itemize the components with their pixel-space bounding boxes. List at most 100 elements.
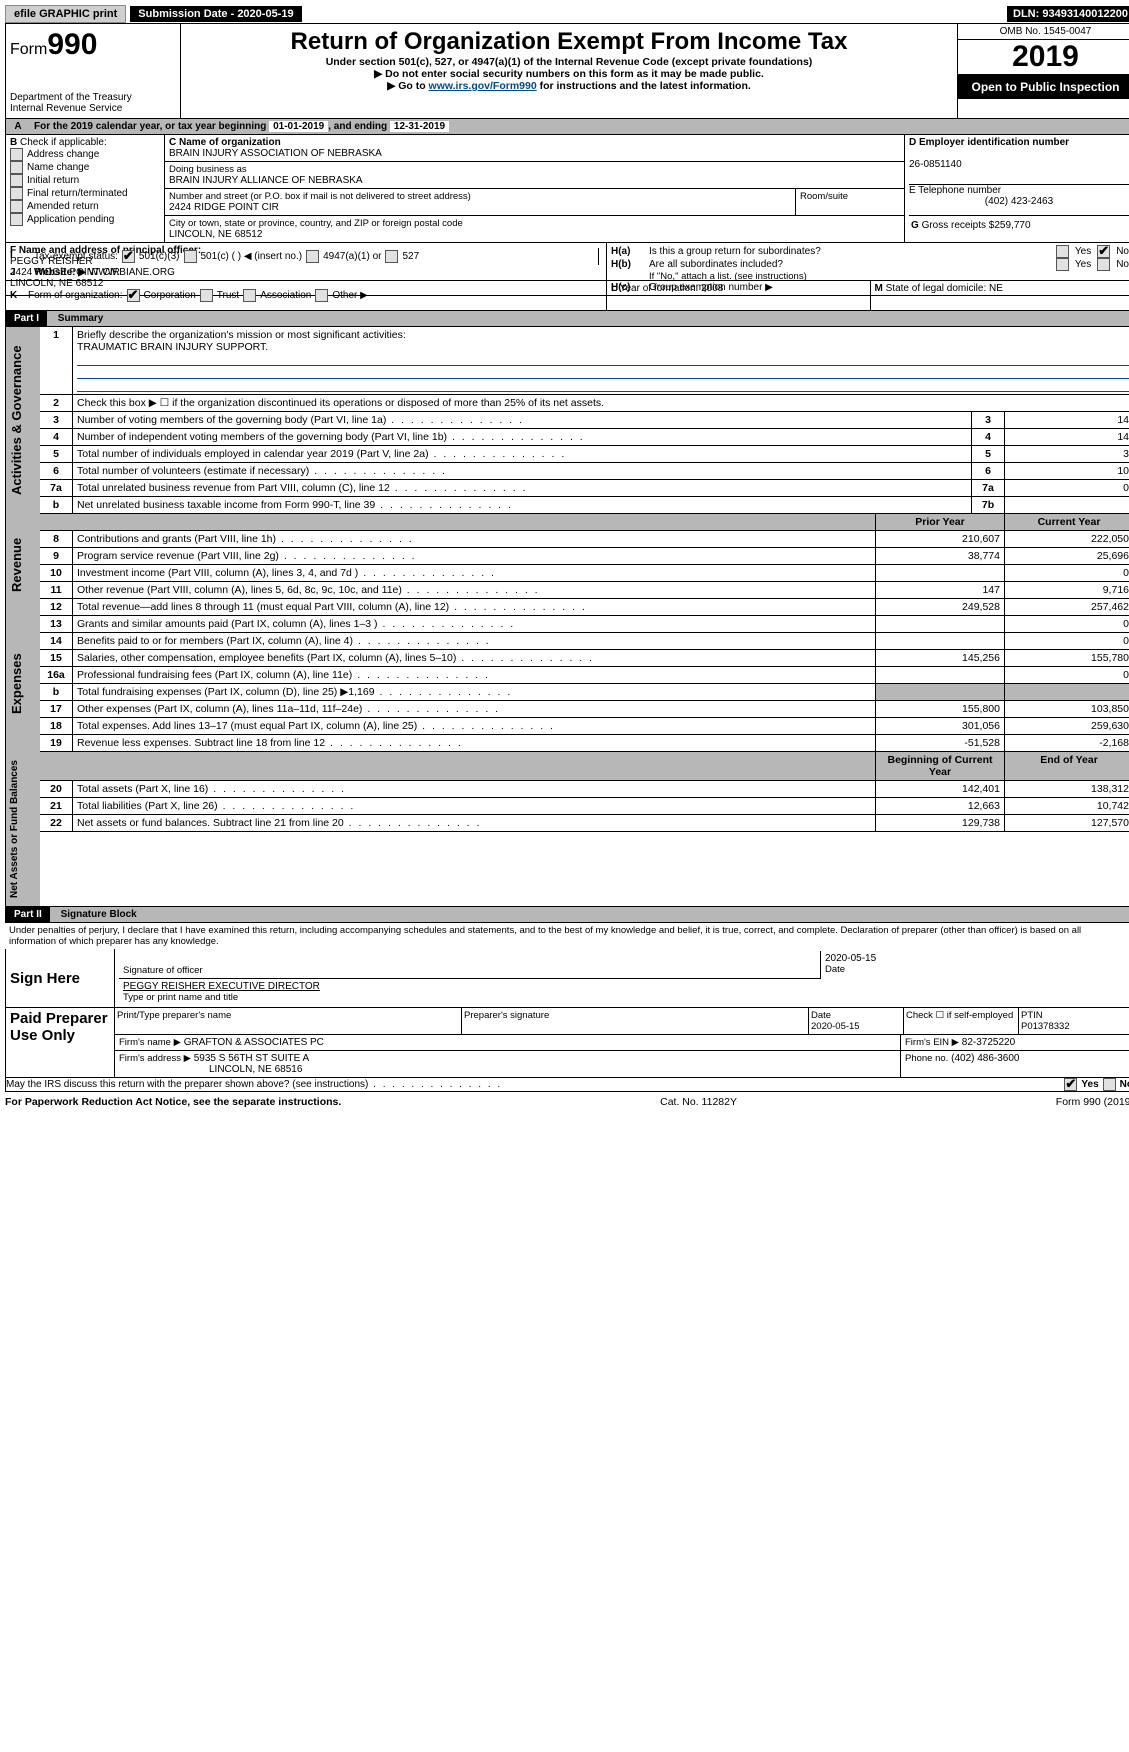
block-klm: K Form of organization: Corporation Trus… xyxy=(5,281,1129,311)
501c-checkbox[interactable] xyxy=(184,250,197,263)
tax-year: 2019 xyxy=(958,40,1129,75)
j-label: J xyxy=(10,267,16,278)
tax-status-label: Tax-exempt status: xyxy=(34,251,118,262)
hb-text: Are all subordinates included? xyxy=(649,259,1050,270)
prep-date-label: Date xyxy=(811,1010,831,1021)
preparer-block: Paid Preparer Use Only Print/Type prepar… xyxy=(5,1008,1129,1078)
opt-assoc: Association xyxy=(260,290,311,301)
revenue-label: Revenue xyxy=(6,514,40,616)
table-row: 14Benefits paid to or for members (Part … xyxy=(40,633,1129,650)
form-header: Form990 Department of the Treasury Inter… xyxy=(5,23,1129,119)
irs-no-checkbox[interactable] xyxy=(1103,1078,1116,1091)
checkbox-icon[interactable] xyxy=(10,174,23,187)
year-formed-label: Year of formation: xyxy=(620,283,699,294)
block-b-item: Initial return xyxy=(10,174,160,187)
m-label: M xyxy=(875,283,883,294)
city-label: City or town, state or province, country… xyxy=(169,218,463,229)
page-footer: For Paperwork Reduction Act Notice, see … xyxy=(5,1092,1129,1108)
block-b-item-label: Application pending xyxy=(27,214,114,225)
dept-treasury: Department of the Treasury xyxy=(10,92,176,103)
opt-501c: 501(c) ( ) ◀ (insert no.) xyxy=(201,251,303,262)
table-row: 4Number of independent voting members of… xyxy=(40,429,1129,446)
block-i: I Tax-exempt status: 501(c)(3) 501(c) ( … xyxy=(5,248,599,265)
ty-end: 12-31-2019 xyxy=(390,121,449,132)
checkbox-icon[interactable] xyxy=(10,213,23,226)
hb-yes-checkbox[interactable] xyxy=(1056,258,1069,271)
checkbox-icon[interactable] xyxy=(10,148,23,161)
firm-name: GRAFTON & ASSOCIATES PC xyxy=(184,1037,324,1048)
irs-yes: Yes xyxy=(1081,1079,1098,1090)
checkbox-icon[interactable] xyxy=(10,161,23,174)
ein-label: D Employer identification number xyxy=(909,137,1069,148)
table-row: 12Total revenue—add lines 8 through 11 (… xyxy=(40,599,1129,616)
ptin-val: P01378332 xyxy=(1021,1021,1070,1032)
corp-checkbox[interactable] xyxy=(127,289,140,302)
checkbox-icon[interactable] xyxy=(10,200,23,213)
block-b-item: Address change xyxy=(10,148,160,161)
hb-no: No xyxy=(1116,259,1129,270)
table-row: 8Contributions and grants (Part VIII, li… xyxy=(40,531,1129,548)
line-a-mid: , and ending xyxy=(328,121,390,132)
other-checkbox[interactable] xyxy=(315,289,328,302)
print-name-label: Type or print name and title xyxy=(123,992,238,1003)
hb-no-checkbox[interactable] xyxy=(1097,258,1110,271)
checkbox-icon[interactable] xyxy=(10,187,23,200)
sig-officer-label: Signature of officer xyxy=(123,965,203,976)
irs-label: Internal Revenue Service xyxy=(10,103,176,114)
4947-checkbox[interactable] xyxy=(306,250,319,263)
ha-yes-checkbox[interactable] xyxy=(1056,245,1069,258)
trust-checkbox[interactable] xyxy=(200,289,213,302)
501c3-checkbox[interactable] xyxy=(122,250,135,263)
website-val: WWW.BIANE.ORG xyxy=(89,267,175,278)
part1-header: Part I Summary xyxy=(5,311,1129,327)
addr-label: Number and street (or P.O. box if mail i… xyxy=(169,191,471,202)
assoc-checkbox[interactable] xyxy=(243,289,256,302)
part2-title: Signature Block xyxy=(53,909,137,920)
table-row: 10Investment income (Part VIII, column (… xyxy=(40,565,1129,582)
line1-text: Briefly describe the organization's miss… xyxy=(77,329,406,341)
block-b-item-label: Initial return xyxy=(27,175,79,186)
table-row: 16aProfessional fundraising fees (Part I… xyxy=(40,667,1129,684)
domicile-label: State of legal domicile: xyxy=(886,283,987,294)
table-row: bTotal fundraising expenses (Part IX, co… xyxy=(40,684,1129,701)
prep-print-label: Print/Type preparer's name xyxy=(115,1008,462,1034)
firm-name-label: Firm's name ▶ xyxy=(119,1037,181,1048)
sign-here-block: Sign Here Signature of officer 2020-05-1… xyxy=(5,949,1129,1008)
efile-button[interactable]: efile GRAPHIC print xyxy=(5,5,126,23)
table-row: 21Total liabilities (Part X, line 26)12,… xyxy=(40,798,1129,815)
preparer-label: Paid Preparer Use Only xyxy=(6,1008,115,1077)
governance-label: Activities & Governance xyxy=(6,327,40,514)
table-row: 19Revenue less expenses. Subtract line 1… xyxy=(40,735,1129,752)
table-row: 5Total number of individuals employed in… xyxy=(40,446,1129,463)
block-b-item: Name change xyxy=(10,161,160,174)
irs-yes-checkbox[interactable] xyxy=(1064,1078,1077,1091)
may-irs-row: May the IRS discuss this return with the… xyxy=(5,1078,1129,1092)
form-subtitle: Under section 501(c), 527, or 4947(a)(1)… xyxy=(185,56,953,68)
form-prefix: Form xyxy=(10,41,47,58)
table-row: 3Number of voting members of the governi… xyxy=(40,412,1129,429)
opt-other: Other ▶ xyxy=(332,290,367,301)
blocks-bcdefg: B Check if applicable: Address changeNam… xyxy=(5,135,1129,243)
ha-no: No xyxy=(1116,246,1129,257)
table-row: 11Other revenue (Part VIII, column (A), … xyxy=(40,582,1129,599)
footer-mid: Cat. No. 11282Y xyxy=(660,1096,737,1108)
firm-city: LINCOLN, NE 68516 xyxy=(119,1064,302,1075)
block-b-item: Amended return xyxy=(10,200,160,213)
form-org-label: Form of organization: xyxy=(28,290,123,301)
part2-label: Part II xyxy=(6,907,50,922)
ptin-label: PTIN xyxy=(1021,1010,1043,1021)
ha-no-checkbox[interactable] xyxy=(1097,245,1110,258)
may-irs-text: May the IRS discuss this return with the… xyxy=(6,1079,502,1090)
website-label: Website: ▶ xyxy=(34,267,86,278)
block-b-item-label: Amended return xyxy=(27,201,99,212)
sign-date-val: 2020-05-15 xyxy=(825,953,876,964)
sign-here-label: Sign Here xyxy=(6,949,115,1007)
prior-year-header: Prior Year xyxy=(915,516,964,528)
firm-addr-label: Firm's address ▶ xyxy=(119,1053,191,1064)
revenue-section: Revenue Prior YearCurrent Year 8Contribu… xyxy=(5,514,1129,616)
527-checkbox[interactable] xyxy=(385,250,398,263)
part1-title: Summary xyxy=(50,313,104,324)
perjury-text: Under penalties of perjury, I declare th… xyxy=(5,923,1129,949)
irs-link[interactable]: www.irs.gov/Form990 xyxy=(429,80,537,92)
city-val: LINCOLN, NE 68512 xyxy=(169,229,262,240)
